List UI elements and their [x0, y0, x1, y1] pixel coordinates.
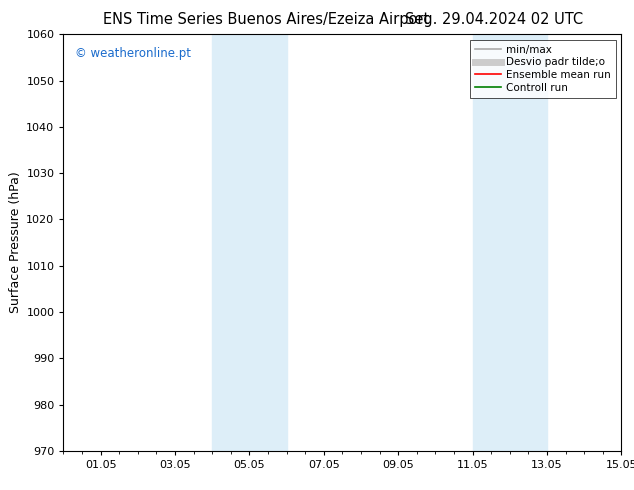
Bar — [212, 34, 287, 451]
Bar — [472, 34, 547, 451]
Text: © weatheronline.pt: © weatheronline.pt — [75, 47, 191, 60]
Text: Seg. 29.04.2024 02 UTC: Seg. 29.04.2024 02 UTC — [406, 12, 583, 27]
Text: ENS Time Series Buenos Aires/Ezeiza Airport: ENS Time Series Buenos Aires/Ezeiza Airp… — [103, 12, 429, 27]
Y-axis label: Surface Pressure (hPa): Surface Pressure (hPa) — [9, 172, 22, 314]
Legend: min/max, Desvio padr tilde;o, Ensemble mean run, Controll run: min/max, Desvio padr tilde;o, Ensemble m… — [470, 40, 616, 98]
